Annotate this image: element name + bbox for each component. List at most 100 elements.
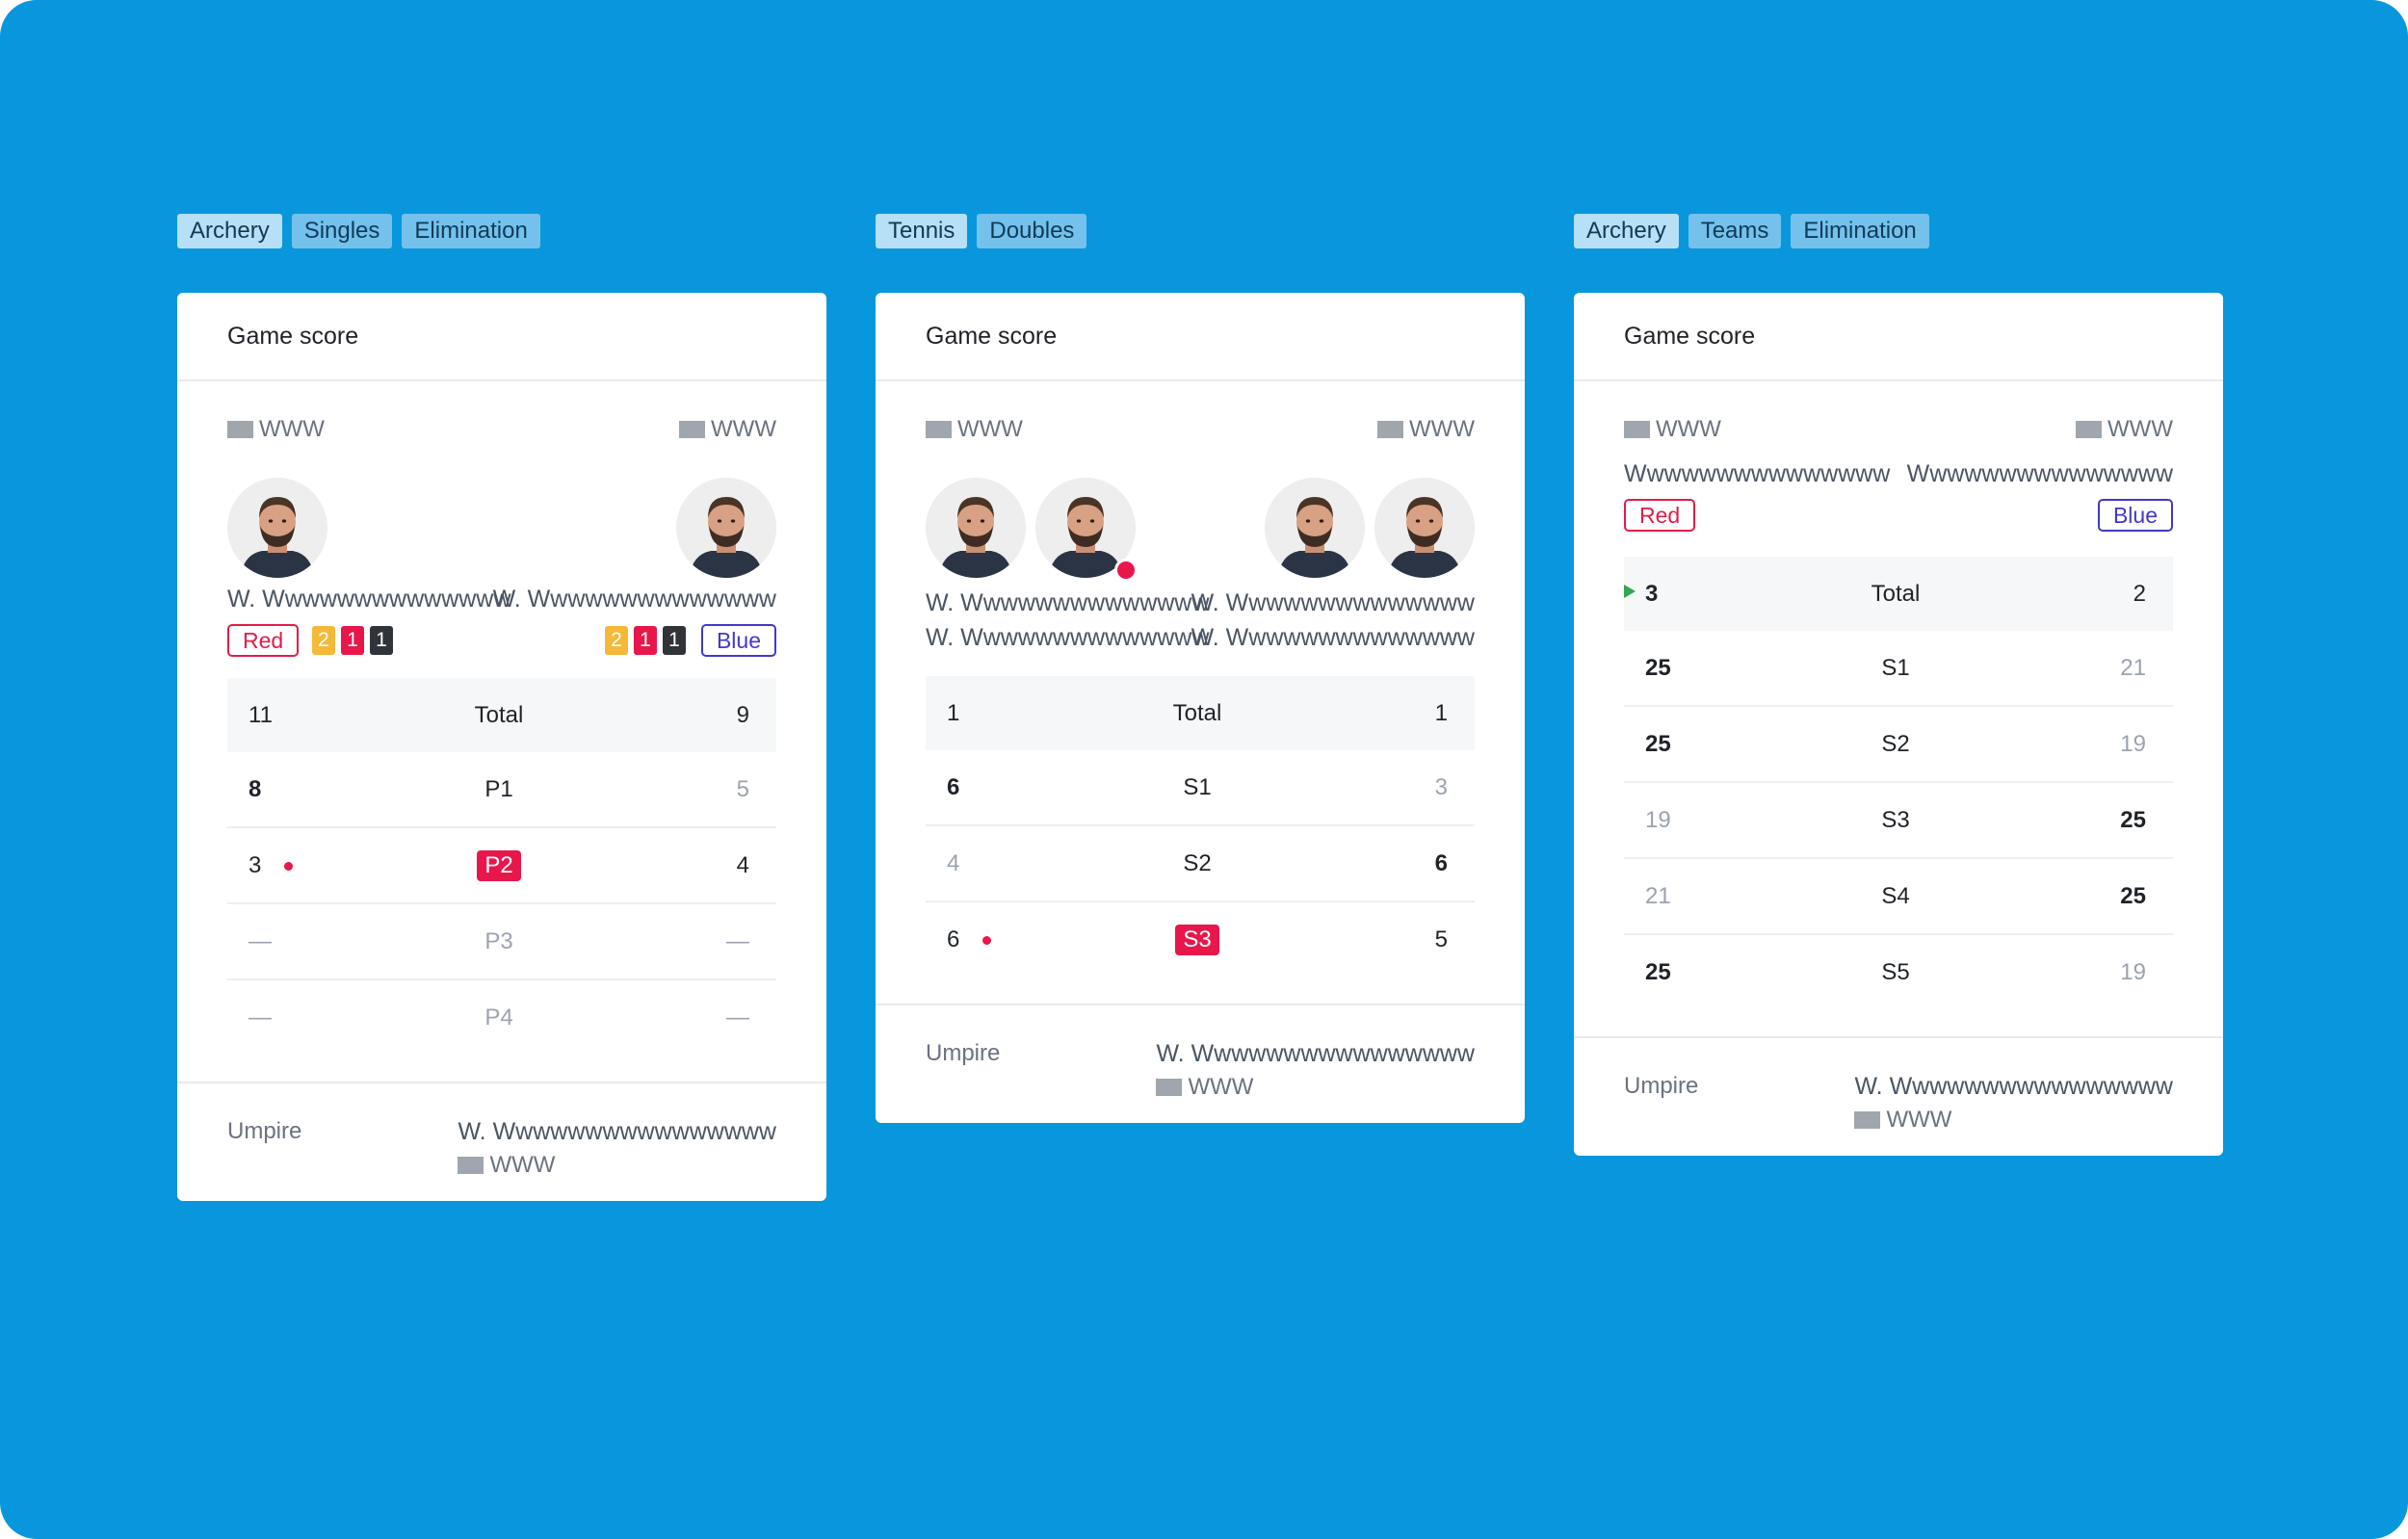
scoreboard-tennis-doubles: Tennis Doubles Game score WWW WWW W. Www…	[876, 214, 1525, 1123]
right-team-name[interactable]: Wwwwwwwwwwwwwww	[1906, 460, 2173, 487]
right-score: —	[726, 1004, 749, 1030]
score-table: 1 Total 1 6 S1 3 4 S2 6 6	[926, 676, 1475, 977]
right-score: 19	[2120, 958, 2146, 985]
table-row[interactable]: 25 S2 19	[1624, 706, 2173, 783]
left-score: —	[249, 1004, 272, 1030]
score-table: 11 Total 9 8 P1 5 3 P2 4 —	[227, 678, 776, 1055]
table-row[interactable]: — P4 —	[227, 979, 776, 1055]
tag-format[interactable]: Singles	[291, 214, 393, 248]
right-athlete-avatar[interactable]	[1374, 478, 1475, 578]
red-card-count: 1	[341, 626, 364, 655]
tag-sport[interactable]: Archery	[177, 214, 282, 248]
umpire-name[interactable]: W. Wwwwwwwwwwwwwwww	[458, 1118, 776, 1145]
left-score: 1	[926, 676, 1102, 750]
tag-list: Tennis Doubles	[876, 214, 1525, 248]
right-athlete-name[interactable]: W. Wwwwwwwwwwwwww	[492, 586, 776, 613]
table-row[interactable]: 19 S3 25	[1624, 782, 2173, 859]
left-score: 8	[227, 752, 404, 828]
card-title: Game score	[1574, 293, 2223, 381]
left-country-code: WWW	[957, 416, 1023, 442]
table-row[interactable]: 21 S4 25	[1624, 858, 2173, 935]
right-athlete-avatar[interactable]	[676, 478, 776, 578]
umpire-country-code: WWW	[489, 1152, 556, 1178]
right-athlete-name[interactable]: W. Wwwwwwwwwwwwww	[1191, 589, 1475, 616]
left-score: 25	[1645, 958, 1671, 985]
left-score: 6	[947, 926, 960, 952]
left-team-name[interactable]: Wwwwwwwwwwwwwww	[1624, 460, 1891, 487]
score-table: 3 Total 2 25 S1 21 25 S2 19	[1624, 557, 2173, 1009]
tag-format[interactable]: Teams	[1688, 214, 1782, 248]
left-country-code: WWW	[1656, 416, 1721, 442]
card-title: Game score	[876, 293, 1525, 381]
left-athlete-name[interactable]: W. Wwwwwwwwwwwwww	[926, 589, 1210, 616]
tag-format[interactable]: Doubles	[977, 214, 1087, 248]
table-row-total: 1 Total 1	[926, 676, 1475, 750]
table-row-total: 3 Total 2	[1624, 557, 2173, 631]
left-country: WWW	[227, 416, 325, 443]
umpire-name[interactable]: W. Wwwwwwwwwwwwwwww	[1156, 1040, 1475, 1067]
row-label: Total	[1102, 676, 1293, 750]
left-score: 25	[1624, 706, 1800, 783]
right-score: —	[594, 903, 776, 980]
table-row[interactable]: 25 S5 19	[1624, 934, 2173, 1009]
table-row[interactable]: — P3 —	[227, 903, 776, 980]
table-row[interactable]: 25 S1 21	[1624, 631, 2173, 707]
leader-arrow-icon	[1624, 584, 1636, 598]
black-card-count: 1	[663, 626, 686, 655]
left-country-code: WWW	[259, 416, 325, 442]
table-row[interactable]: 4 S2 6	[926, 825, 1475, 902]
left-athlete-avatar[interactable]	[1035, 478, 1136, 578]
tag-sport[interactable]: Tennis	[876, 214, 968, 248]
row-label: Total	[1800, 557, 1991, 631]
red-card-count: 1	[634, 626, 657, 655]
right-score: 5	[1434, 926, 1448, 952]
flag-icon	[679, 421, 706, 438]
right-country: WWW	[2076, 416, 2173, 443]
flag-icon	[1854, 1111, 1881, 1129]
tag-stage[interactable]: Elimination	[402, 214, 540, 248]
left-country: WWW	[926, 416, 1023, 443]
right-country: WWW	[1377, 416, 1475, 443]
left-athlete-name[interactable]: W. Wwwwwwwwwwwwww	[227, 586, 511, 613]
left-score: 3	[1645, 580, 1659, 607]
right-score: 4	[594, 827, 776, 904]
right-country-code: WWW	[2107, 416, 2173, 442]
row-label: S5	[1881, 958, 1910, 985]
left-country: WWW	[1624, 416, 1721, 443]
row-label: S3	[1800, 782, 1991, 859]
right-athlete-name[interactable]: W. Wwwwwwwwwwwwww	[1191, 624, 1475, 651]
flag-icon	[1156, 1079, 1183, 1096]
table-row-current[interactable]: 3 P2 4	[227, 827, 776, 904]
right-score: 21	[1991, 631, 2173, 707]
table-row[interactable]: 8 P1 5	[227, 752, 776, 828]
right-country-code: WWW	[711, 416, 776, 442]
right-penalty-cards: 2 1 1	[605, 626, 686, 655]
left-athlete-name[interactable]: W. Wwwwwwwwwwwwww	[926, 624, 1210, 651]
umpire-label: Umpire	[227, 1118, 302, 1144]
right-athlete-avatar[interactable]	[1265, 478, 1365, 578]
flag-icon	[1377, 421, 1404, 438]
current-set-badge: S3	[1175, 924, 1219, 955]
tag-sport[interactable]: Archery	[1574, 214, 1679, 248]
umpire-name[interactable]: W. Wwwwwwwwwwwwwwww	[1854, 1073, 2173, 1100]
right-score: 25	[1991, 782, 2173, 859]
left-score: 25	[1624, 631, 1800, 707]
left-score: 6	[926, 750, 1102, 826]
tag-stage[interactable]: Elimination	[1791, 214, 1929, 248]
left-score: 3	[249, 851, 262, 878]
team-blue-badge: Blue	[2097, 499, 2173, 532]
left-athlete-avatar[interactable]	[227, 478, 327, 578]
right-score: 19	[1991, 706, 2173, 783]
table-row[interactable]: 6 S1 3	[926, 750, 1475, 826]
flag-icon	[926, 421, 952, 438]
table-row-current[interactable]: 6 S3 5	[926, 901, 1475, 977]
left-score: —	[227, 903, 404, 980]
umpire-country-code: WWW	[1188, 1074, 1254, 1100]
flag-icon	[227, 421, 253, 438]
left-athlete-avatar[interactable]	[926, 478, 1026, 578]
row-label: P3	[404, 903, 594, 980]
left-score: 19	[1624, 782, 1800, 859]
left-score: 4	[926, 825, 1102, 902]
row-label: S4	[1800, 858, 1991, 935]
